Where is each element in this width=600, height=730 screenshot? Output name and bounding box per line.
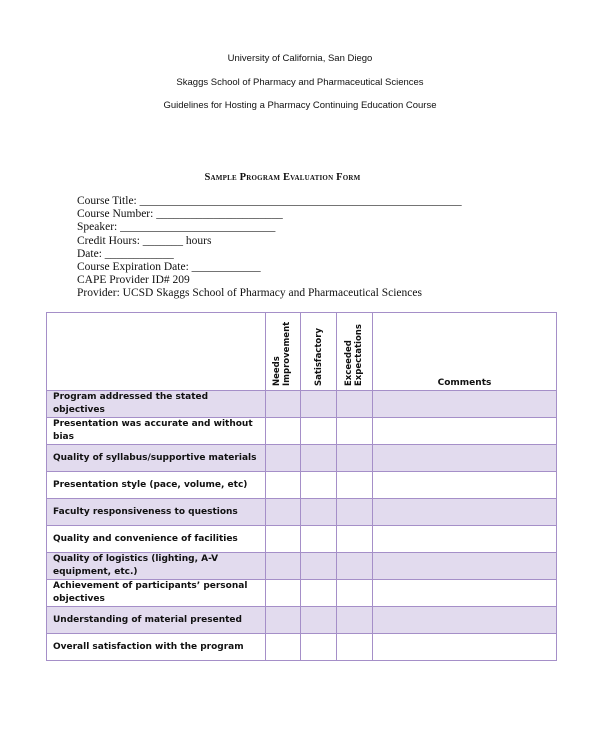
- needs-improvement-cell[interactable]: [265, 606, 301, 634]
- table-row: Overall satisfaction with the program: [46, 633, 557, 661]
- evaluation-table: Needs Improvement Satisfactory Exceeded …: [46, 312, 557, 661]
- form-title: Sample Program Evaluation Form: [204, 172, 361, 183]
- blank-header: [46, 312, 266, 391]
- table-row: Quality of logistics (lighting, A-V equi…: [46, 552, 557, 580]
- criterion-label: Overall satisfaction with the program: [46, 633, 266, 661]
- criterion-label: Quality of syllabus/supportive materials: [46, 444, 266, 472]
- needs-improvement-cell[interactable]: [265, 471, 301, 499]
- table-row: Presentation style (pace, volume, etc): [46, 471, 557, 499]
- criterion-label: Achievement of participants’ personal ob…: [46, 579, 266, 607]
- satisfactory-cell[interactable]: [300, 552, 337, 580]
- course-title-field: Course Title: __________________________…: [77, 195, 462, 207]
- col-needs-improvement: Needs Improvement: [265, 312, 301, 391]
- table-row: Achievement of participants’ personal ob…: [46, 579, 557, 607]
- table-row: Quality of syllabus/supportive materials: [46, 444, 557, 472]
- date-field: Date: ____________: [77, 247, 174, 260]
- needs-improvement-cell[interactable]: [265, 444, 301, 472]
- table-header-row: Needs Improvement Satisfactory Exceeded …: [46, 312, 557, 391]
- guidelines-heading: Guidelines for Hosting a Pharmacy Contin…: [163, 100, 437, 111]
- criterion-label: Quality and convenience of facilities: [46, 525, 266, 553]
- col-satisfactory: Satisfactory: [300, 312, 337, 391]
- comments-cell[interactable]: [372, 525, 557, 553]
- exceeded-expectations-cell[interactable]: [336, 606, 373, 634]
- exceeded-expectations-cell[interactable]: [336, 498, 373, 526]
- comments-cell[interactable]: [372, 444, 557, 472]
- criterion-label: Program addressed the stated objectives: [46, 390, 266, 418]
- comments-cell[interactable]: [372, 471, 557, 499]
- school-heading: Skaggs School of Pharmacy and Pharmaceut…: [176, 77, 424, 88]
- satisfactory-cell[interactable]: [300, 606, 337, 634]
- exceeded-expectations-cell[interactable]: [336, 417, 373, 445]
- exceeded-expectations-cell[interactable]: [336, 444, 373, 472]
- satisfactory-cell[interactable]: [300, 417, 337, 445]
- needs-improvement-cell[interactable]: [265, 417, 301, 445]
- table-row: Understanding of material presented: [46, 606, 557, 634]
- speaker-field: Speaker: ___________________________: [77, 221, 276, 234]
- needs-improvement-cell[interactable]: [265, 579, 301, 607]
- needs-improvement-cell[interactable]: [265, 390, 301, 418]
- criterion-label: Quality of logistics (lighting, A-V equi…: [46, 552, 266, 580]
- comments-cell[interactable]: [372, 498, 557, 526]
- col-exceeded-expectations: Exceeded Expectations: [336, 312, 373, 391]
- exceeded-expectations-cell[interactable]: [336, 579, 373, 607]
- comments-cell[interactable]: [372, 633, 557, 661]
- table-row: Faculty responsiveness to questions: [46, 498, 557, 526]
- exceeded-expectations-cell[interactable]: [336, 633, 373, 661]
- comments-cell[interactable]: [372, 606, 557, 634]
- exceeded-expectations-cell[interactable]: [336, 471, 373, 499]
- course-number-field: Course Number: ______________________: [77, 208, 283, 221]
- credit-hours-field: Credit Hours: _______ hours: [77, 234, 212, 247]
- satisfactory-cell[interactable]: [300, 471, 337, 499]
- satisfactory-cell[interactable]: [300, 390, 337, 418]
- course-info-fields: Course Title: __________________________…: [77, 195, 462, 301]
- satisfactory-cell[interactable]: [300, 633, 337, 661]
- comments-cell[interactable]: [372, 579, 557, 607]
- satisfactory-cell[interactable]: [300, 579, 337, 607]
- table-row: Program addressed the stated objectives: [46, 390, 557, 418]
- needs-improvement-cell[interactable]: [265, 498, 301, 526]
- criterion-label: Presentation style (pace, volume, etc): [46, 471, 266, 499]
- satisfactory-cell[interactable]: [300, 525, 337, 553]
- provider-name: Provider: UCSD Skaggs School of Pharmacy…: [77, 287, 422, 300]
- exceeded-expectations-cell[interactable]: [336, 552, 373, 580]
- table-row: Presentation was accurate and without bi…: [46, 417, 557, 445]
- table-row: Quality and convenience of facilities: [46, 525, 557, 553]
- col-comments: Comments: [372, 312, 557, 391]
- criterion-label: Understanding of material presented: [46, 606, 266, 634]
- university-heading: University of California, San Diego: [227, 53, 373, 64]
- exceeded-expectations-cell[interactable]: [336, 390, 373, 418]
- satisfactory-cell[interactable]: [300, 498, 337, 526]
- comments-cell[interactable]: [372, 390, 557, 418]
- comments-cell[interactable]: [372, 552, 557, 580]
- expiration-date-field: Course Expiration Date: ____________: [77, 261, 261, 274]
- provider-id: CAPE Provider ID# 209: [77, 274, 190, 287]
- needs-improvement-cell[interactable]: [265, 552, 301, 580]
- criterion-label: Faculty responsiveness to questions: [46, 498, 266, 526]
- criterion-label: Presentation was accurate and without bi…: [46, 417, 266, 445]
- exceeded-expectations-cell[interactable]: [336, 525, 373, 553]
- comments-cell[interactable]: [372, 417, 557, 445]
- needs-improvement-cell[interactable]: [265, 525, 301, 553]
- needs-improvement-cell[interactable]: [265, 633, 301, 661]
- satisfactory-cell[interactable]: [300, 444, 337, 472]
